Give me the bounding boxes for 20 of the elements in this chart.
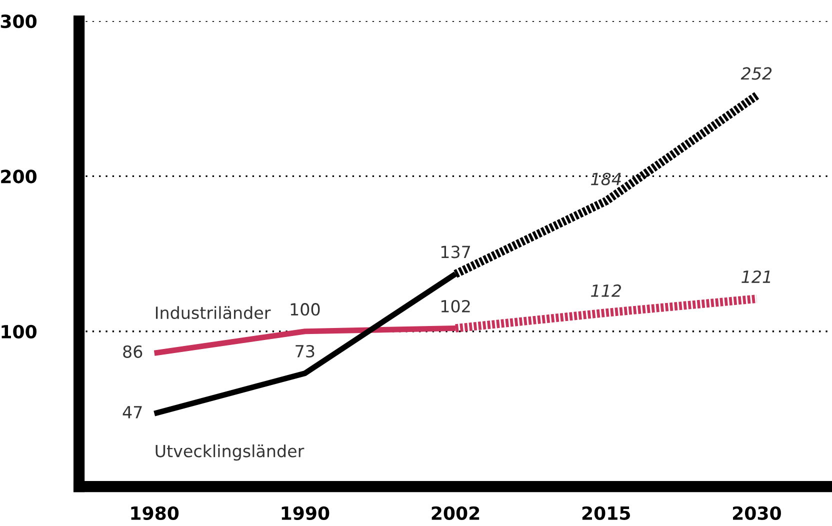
data-label: 137 [441,246,470,258]
y-tick-label: 300 [0,14,37,28]
x-tick-label: 2015 [582,506,630,520]
data-label: 102 [441,300,470,313]
data-label: 112 [591,284,621,297]
x-tick-label: 1990 [282,506,330,520]
y-tick-label: 100 [2,324,37,338]
data-label: 184 [591,172,621,186]
data-label: 47 [122,406,142,418]
data-label: 121 [742,270,770,283]
y-tick-label: 200 [1,170,37,184]
data-label: 252 [740,67,772,80]
data-label: 86 [123,345,142,358]
x-tick-label: 2030 [733,506,781,520]
series-label: Utvecklingsländer [156,444,304,461]
series-label: Industriländer [156,306,271,320]
data-label: 73 [296,344,314,358]
x-tick-label: 1980 [131,506,179,520]
x-tick-label: 2002 [432,506,480,520]
data-label: 100 [290,303,320,316]
